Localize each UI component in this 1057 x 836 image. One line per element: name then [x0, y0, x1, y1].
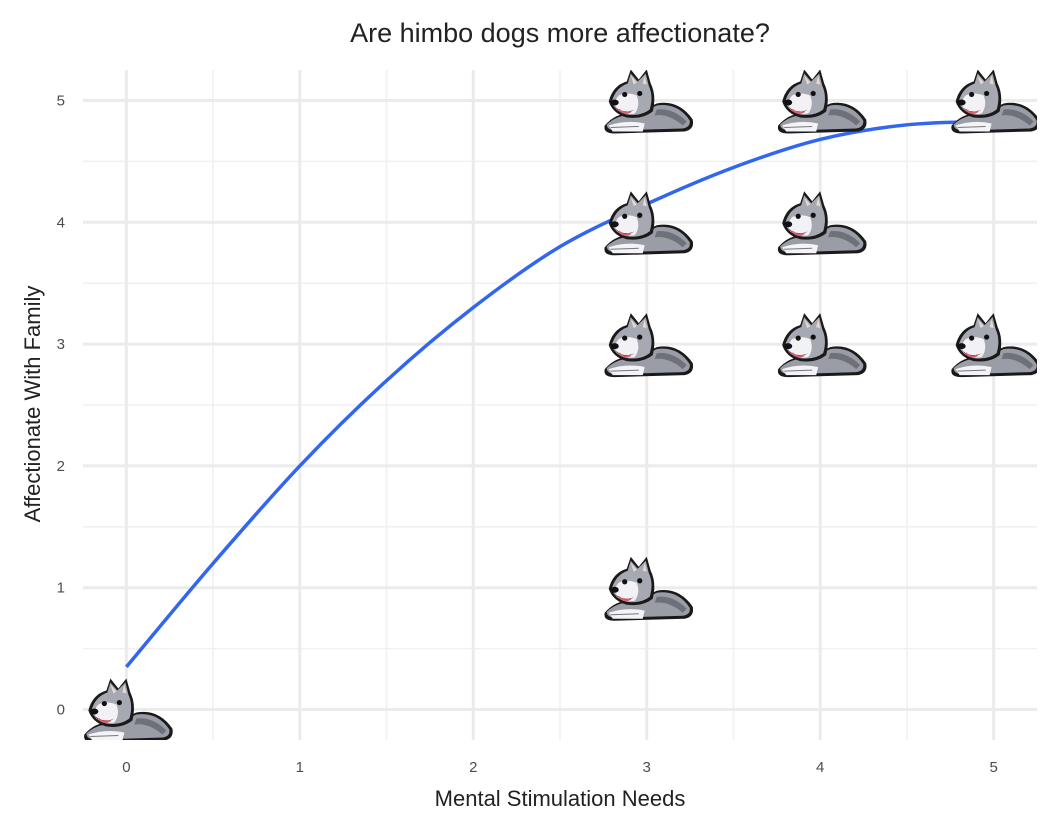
minor-gridlines	[83, 70, 1037, 740]
y-tick-label: 4	[57, 214, 65, 231]
data-points	[83, 70, 1037, 740]
y-tick-label: 2	[57, 458, 65, 475]
x-tick-label: 1	[296, 759, 304, 776]
x-axis-tick-labels: 0 1 2 3 4 5	[122, 759, 998, 776]
chart-title: Are himbo dogs more affectionate?	[350, 18, 770, 48]
major-gridlines	[83, 70, 1037, 740]
y-axis-tick-labels: 0 1 2 3 4 5	[57, 92, 65, 718]
smooth-trend-line	[125, 119, 994, 669]
x-tick-label: 5	[989, 759, 997, 776]
y-tick-label: 5	[57, 92, 65, 109]
y-tick-label: 0	[57, 702, 65, 719]
x-tick-label: 2	[469, 759, 477, 776]
y-tick-label: 1	[57, 580, 65, 597]
y-axis-title: Affectionate With Family	[20, 286, 45, 523]
x-tick-label: 4	[816, 759, 824, 776]
x-tick-label: 3	[643, 759, 651, 776]
y-tick-label: 3	[57, 336, 65, 353]
x-tick-label: 0	[122, 759, 130, 776]
x-axis-title: Mental Stimulation Needs	[435, 786, 686, 811]
